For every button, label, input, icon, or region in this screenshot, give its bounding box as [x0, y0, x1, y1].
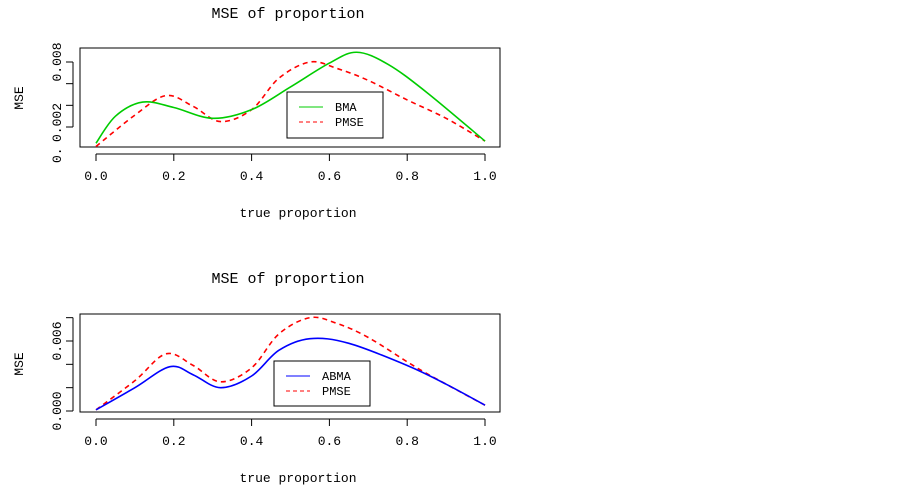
x-tick-label: 0.4: [240, 434, 264, 449]
y-axis-label: MSE: [12, 86, 27, 110]
x-axis-label: true proportion: [239, 471, 356, 486]
legend-label-bma: BMA: [335, 101, 357, 115]
x-tick-label: 0.6: [318, 434, 341, 449]
x-tick-label: 0.4: [240, 169, 264, 184]
plot-frame: [79, 313, 501, 413]
y-tick-label: 0.000: [50, 391, 65, 430]
legend-box: [286, 91, 384, 139]
x-tick-label: 0.2: [162, 434, 185, 449]
y-tick-label: 0.: [50, 147, 65, 163]
series-line-abma: [95, 337, 486, 411]
legend-label-pmse: PMSE: [335, 116, 364, 130]
plot-frame: [79, 47, 501, 148]
bottom-panel: MSE of proportion true proportion MSE 0.…: [12, 271, 501, 486]
series-line-pmse: [95, 60, 486, 147]
legend-box: [273, 360, 371, 407]
x-axis-label: true proportion: [239, 206, 356, 221]
y-tick-label: 0.006: [50, 321, 65, 360]
chart-title: MSE of proportion: [211, 6, 364, 23]
series-line-pmse: [95, 316, 486, 411]
y-axis-label: MSE: [12, 352, 27, 376]
x-tick-label: 0.0: [84, 434, 107, 449]
x-tick-label: 0.2: [162, 169, 185, 184]
y-tick-label: 0.002: [50, 103, 65, 142]
y-tick-label: 0.008: [50, 42, 65, 81]
x-tick-label: 1.0: [473, 434, 496, 449]
chart-title: MSE of proportion: [211, 271, 364, 288]
x-tick-label: 1.0: [473, 169, 496, 184]
legend-label-pmse: PMSE: [322, 385, 351, 399]
x-tick-label: 0.0: [84, 169, 107, 184]
x-tick-label: 0.6: [318, 169, 341, 184]
x-tick-label: 0.8: [395, 169, 418, 184]
top-panel: MSE of proportion true proportion MSE 0.…: [12, 6, 501, 221]
legend-label-abma: ABMA: [322, 370, 352, 384]
series-line-bma: [95, 51, 486, 144]
x-tick-label: 0.8: [395, 434, 418, 449]
